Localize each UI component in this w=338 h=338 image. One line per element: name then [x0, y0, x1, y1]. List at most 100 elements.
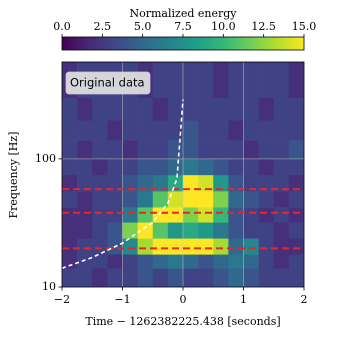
heatmap-cell: [258, 140, 275, 160]
heatmap-cell: [183, 174, 199, 192]
heatmap-cell: [273, 140, 290, 160]
heatmap-cell: [288, 191, 304, 208]
heatmap-cell: [77, 140, 93, 160]
heatmap-cell: [137, 268, 154, 287]
heatmap-cell: [152, 97, 169, 121]
heatmap-cell: [77, 158, 93, 176]
heatmap-cell: [62, 120, 78, 141]
heatmap-cell: [228, 238, 244, 255]
heatmap-cell: [258, 158, 275, 176]
heatmap-cell: [92, 207, 108, 223]
heatmap-cell: [107, 140, 123, 160]
heatmap-cell: [213, 97, 229, 121]
heatmap-cell: [213, 158, 229, 176]
heatmap-cell: [152, 174, 169, 192]
colorbar-label: Normalized energy: [130, 7, 238, 20]
heatmap-cell: [122, 158, 138, 176]
heatmap-cell: [62, 158, 78, 176]
heatmap-cell: [107, 254, 123, 269]
heatmap-cell: [183, 140, 199, 160]
annotation-box: [65, 71, 151, 95]
heatmap-cell: [213, 254, 229, 269]
heatmap-cell: [92, 140, 108, 160]
heatmap-cell: [273, 174, 290, 192]
heatmap-cell: [213, 191, 229, 208]
heatmap-cell: [228, 191, 244, 208]
heatmap-cell: [122, 120, 138, 141]
heatmap-cell: [77, 207, 93, 223]
heatmap-cell: [258, 238, 275, 255]
heatmap-cell: [137, 191, 154, 208]
heatmap-cell: [77, 268, 93, 287]
heatmap-cell: [288, 158, 304, 176]
heatmap-cell: [228, 268, 244, 287]
heatmap-cell: [137, 254, 154, 269]
heatmap-cell: [107, 207, 123, 223]
heatmap-cell: [228, 207, 244, 223]
heatmap-cell: [167, 191, 184, 208]
heatmap-cell: [258, 174, 275, 192]
heatmap-cell: [77, 97, 93, 121]
heatmap-cell: [107, 222, 123, 239]
heatmap-cell: [213, 222, 229, 239]
heatmap-cell: [198, 97, 214, 121]
heatmap-cell: [122, 207, 138, 223]
y-tick-label: 10: [42, 280, 56, 293]
heatmap-cell: [92, 174, 108, 192]
heatmap-cell: [228, 254, 244, 269]
heatmap-cell: [198, 120, 214, 141]
x-tick-label: −1: [114, 293, 130, 306]
heatmap-cell: [77, 120, 93, 141]
heatmap-cell: [62, 238, 78, 255]
heatmap-cell: [183, 254, 199, 269]
heatmap-cell: [137, 97, 154, 121]
heatmap-cell: [183, 207, 199, 223]
heatmap-cell: [288, 207, 304, 223]
heatmap-cell: [167, 158, 184, 176]
heatmap-cell: [137, 120, 154, 141]
heatmap-cell: [62, 268, 78, 287]
heatmap-cell: [258, 222, 275, 239]
heatmap-cell: [62, 191, 78, 208]
heatmap-cell: [77, 254, 93, 269]
heatmap-cell: [107, 97, 123, 121]
heatmap-cell: [198, 140, 214, 160]
heatmap-cell: [152, 268, 169, 287]
heatmap-cell: [228, 222, 244, 239]
heatmap-cell: [152, 254, 169, 269]
colorbar-tick-label: 5.0: [134, 20, 152, 33]
heatmap-cell: [213, 268, 229, 287]
heatmap-cell: [122, 222, 138, 239]
heatmap-cell: [258, 62, 275, 99]
colorbar-tick-label: 10.0: [211, 20, 236, 33]
heatmap-cell: [243, 140, 259, 160]
heatmap-cell: [288, 268, 304, 287]
heatmap-cell: [77, 191, 93, 208]
heatmap-cell: [107, 120, 123, 141]
heatmap-cell: [243, 97, 259, 121]
heatmap-cell: [228, 97, 244, 121]
heatmap-cell: [92, 268, 108, 287]
heatmap-cell: [273, 268, 290, 287]
heatmap-cell: [228, 120, 244, 141]
heatmap-cell: [122, 191, 138, 208]
heatmap-cell: [258, 268, 275, 287]
heatmap-cell: [167, 222, 184, 239]
heatmap-cell: [228, 62, 244, 99]
heatmap-cell: [183, 97, 199, 121]
heatmap-cell: [92, 191, 108, 208]
heatmap-cell: [198, 62, 214, 99]
heatmap-cell: [273, 254, 290, 269]
heatmap-cell: [288, 120, 304, 141]
x-tick-label: −2: [54, 293, 70, 306]
heatmap-cell: [183, 268, 199, 287]
heatmap-cell: [273, 207, 290, 223]
heatmap-cell: [198, 207, 214, 223]
heatmap-cell: [258, 97, 275, 121]
heatmap-cell: [243, 120, 259, 141]
heatmap-cell: [122, 254, 138, 269]
x-tick-label: 0: [180, 293, 187, 306]
heatmap-cell: [213, 207, 229, 223]
heatmap-cell: [77, 238, 93, 255]
heatmap-cell: [198, 254, 214, 269]
